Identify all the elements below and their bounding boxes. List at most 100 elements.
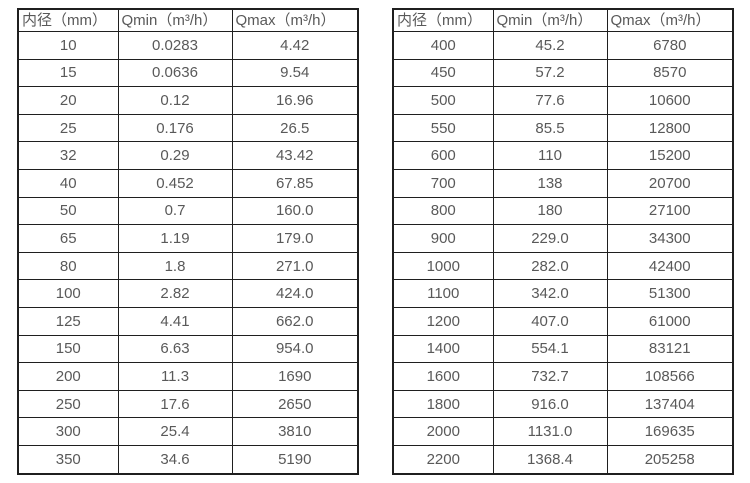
table-cell: 732.7 (492, 362, 608, 391)
table-row: 400 45.2 6780 (392, 31, 734, 60)
table-cell: 350 (17, 444, 119, 475)
table-row: 40 0.452 67.85 (17, 168, 359, 198)
table-row: 32 0.29 43.42 (17, 141, 359, 170)
table-cell: 450 (392, 58, 494, 88)
table-row: 25 0.176 26.5 (17, 113, 359, 143)
table-cell: 1131.0 (492, 417, 608, 446)
table-cell: 1400 (392, 334, 494, 364)
table-cell: 16.96 (231, 86, 359, 115)
table-cell: 600 (392, 141, 494, 170)
table-cell: 1368.4 (492, 444, 608, 475)
table-cell: 1000 (392, 251, 494, 281)
table-cell: 424.0 (231, 279, 359, 308)
table-cell: 100 (17, 279, 119, 308)
table-cell: 800 (392, 196, 494, 226)
table-cell: 50 (17, 196, 119, 226)
table-cell: 2.82 (117, 279, 233, 308)
table-cell: 65 (17, 224, 119, 253)
table-cell: 10 (17, 31, 119, 60)
table-row: 800 180 27100 (392, 196, 734, 226)
header-inner-diameter: 内径（mm） (17, 8, 119, 32)
table-cell: 6780 (606, 31, 734, 60)
table-cell: 26.5 (231, 113, 359, 143)
table-cell: 57.2 (492, 58, 608, 88)
table-cell: 0.29 (117, 141, 233, 170)
table-cell: 1690 (231, 362, 359, 391)
table-row: 100 2.82 424.0 (17, 279, 359, 308)
table-row: 700 138 20700 (392, 168, 734, 198)
table-row: 65 1.19 179.0 (17, 224, 359, 253)
table-cell: 2650 (231, 389, 359, 419)
table-row: 300 25.4 3810 (17, 417, 359, 446)
table-cell: 342.0 (492, 279, 608, 308)
table-header-row: 内径（mm） Qmin（m³/h） Qmax（m³/h） (392, 8, 734, 32)
table-cell: 108566 (606, 362, 734, 391)
table-cell: 6.63 (117, 334, 233, 364)
table-row: 600 110 15200 (392, 141, 734, 170)
table-cell: 15200 (606, 141, 734, 170)
table-cell: 27100 (606, 196, 734, 226)
table-row: 350 34.6 5190 (17, 444, 359, 475)
table-row: 1600 732.7 108566 (392, 362, 734, 391)
table-row: 900 229.0 34300 (392, 224, 734, 253)
table-cell: 662.0 (231, 306, 359, 336)
table-row: 1100 342.0 51300 (392, 279, 734, 308)
table-cell: 282.0 (492, 251, 608, 281)
table-cell: 10600 (606, 86, 734, 115)
table-cell: 3810 (231, 417, 359, 446)
spec-table-large-diameters: 内径（mm） Qmin（m³/h） Qmax（m³/h） 400 45.2 67… (392, 8, 734, 475)
table-row: 1800 916.0 137404 (392, 389, 734, 419)
table-cell: 40 (17, 168, 119, 198)
table-cell: 0.0283 (117, 31, 233, 60)
table-cell: 400 (392, 31, 494, 60)
table-cell: 250 (17, 389, 119, 419)
table-row: 500 77.6 10600 (392, 86, 734, 115)
header-qmin: Qmin（m³/h） (117, 8, 233, 32)
table-cell: 20700 (606, 168, 734, 198)
table-cell: 67.85 (231, 168, 359, 198)
table-cell: 12800 (606, 113, 734, 143)
table-cell: 51300 (606, 279, 734, 308)
table-cell: 17.6 (117, 389, 233, 419)
table-cell: 15 (17, 58, 119, 88)
table-cell: 1.8 (117, 251, 233, 281)
table-cell: 0.12 (117, 86, 233, 115)
header-qmax: Qmax（m³/h） (231, 8, 359, 32)
table-cell: 0.7 (117, 196, 233, 226)
table-cell: 77.6 (492, 86, 608, 115)
table-cell: 179.0 (231, 224, 359, 253)
table-cell: 2200 (392, 444, 494, 475)
table-cell: 1100 (392, 279, 494, 308)
table-cell: 43.42 (231, 141, 359, 170)
table-row: 125 4.41 662.0 (17, 306, 359, 336)
table-cell: 34300 (606, 224, 734, 253)
table-cell: 300 (17, 417, 119, 446)
table-row: 450 57.2 8570 (392, 58, 734, 88)
table-row: 200 11.3 1690 (17, 362, 359, 391)
table-cell: 85.5 (492, 113, 608, 143)
table-cell: 61000 (606, 306, 734, 336)
table-cell: 180 (492, 196, 608, 226)
header-inner-diameter: 内径（mm） (392, 8, 494, 32)
table-cell: 954.0 (231, 334, 359, 364)
table-cell: 407.0 (492, 306, 608, 336)
table-cell: 110 (492, 141, 608, 170)
spec-table-small-diameters: 内径（mm） Qmin（m³/h） Qmax（m³/h） 10 0.0283 4… (17, 8, 359, 475)
header-qmax: Qmax（m³/h） (606, 8, 734, 32)
table-cell: 32 (17, 141, 119, 170)
table-row: 20 0.12 16.96 (17, 86, 359, 115)
table-cell: 200 (17, 362, 119, 391)
table-cell: 160.0 (231, 196, 359, 226)
table-cell: 1200 (392, 306, 494, 336)
table-cell: 5190 (231, 444, 359, 475)
table-cell: 229.0 (492, 224, 608, 253)
table-cell: 169635 (606, 417, 734, 446)
table-row: 1000 282.0 42400 (392, 251, 734, 281)
table-cell: 4.41 (117, 306, 233, 336)
table-cell: 500 (392, 86, 494, 115)
table-row: 10 0.0283 4.42 (17, 31, 359, 60)
table-row: 2200 1368.4 205258 (392, 444, 734, 475)
table-cell: 550 (392, 113, 494, 143)
table-cell: 125 (17, 306, 119, 336)
